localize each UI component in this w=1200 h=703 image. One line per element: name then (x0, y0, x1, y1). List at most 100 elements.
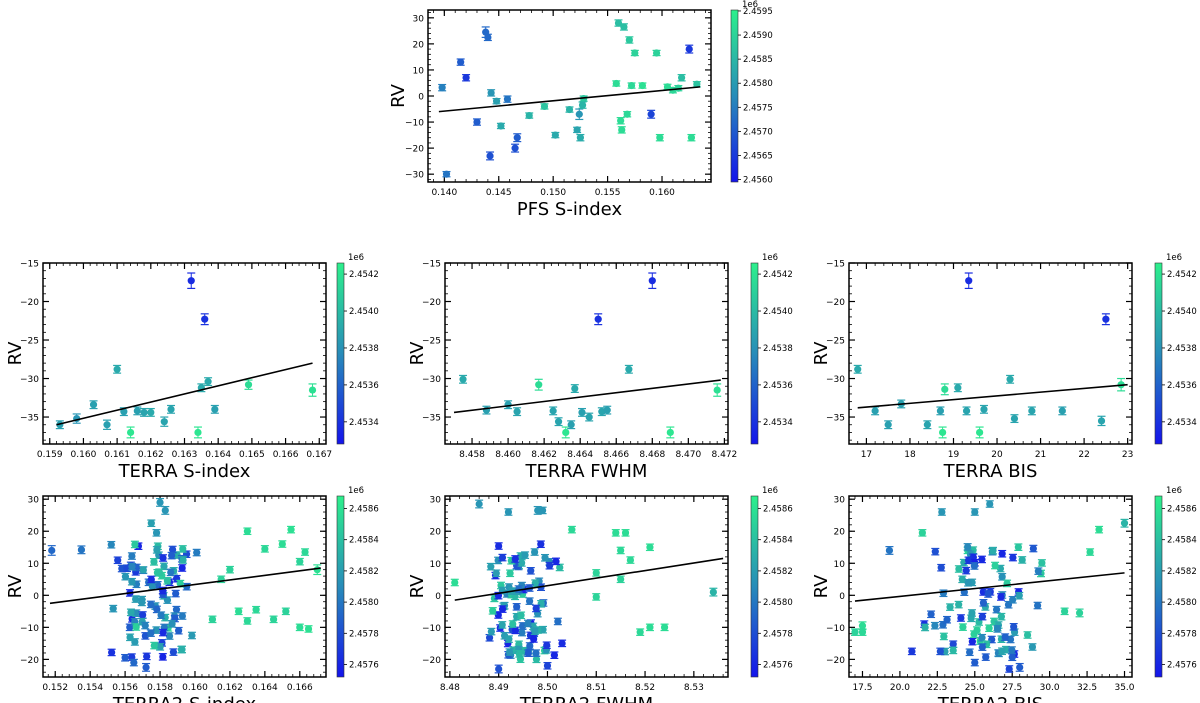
data-point (592, 593, 601, 601)
point-marker (851, 628, 859, 636)
point-marker (1009, 553, 1017, 562)
data-point (504, 635, 513, 643)
colorbar-offset-label: 1e6 (1166, 486, 1182, 496)
data-layer (47, 497, 322, 672)
point-marker (592, 593, 600, 601)
point-marker (296, 558, 304, 566)
data-point (487, 627, 496, 636)
y-tick-label: −10 (422, 624, 441, 634)
x-tick-label: 30.0 (1040, 683, 1060, 693)
data-point (103, 419, 112, 430)
point-marker (132, 595, 140, 603)
data-point (1015, 662, 1024, 672)
data-point (871, 406, 880, 416)
data-point (295, 623, 304, 632)
data-point (936, 406, 945, 416)
fit-line (49, 567, 321, 605)
point-marker (109, 605, 117, 613)
data-point (287, 525, 296, 534)
point-marker (1014, 543, 1022, 551)
colorbar: 2.4576 2.4578 2.4580 2.4582 2.4584 2.4586 1e6 (1154, 486, 1197, 678)
data-point (567, 525, 576, 534)
point-marker (139, 566, 147, 574)
x-tick-label: 0.162 (138, 450, 164, 460)
data-point (512, 603, 521, 611)
colorbar-tick-label: 2.4576 (763, 661, 793, 671)
y-tick-label: −15 (20, 260, 39, 270)
point-marker (962, 407, 971, 415)
colorbar-offset-label: 1e6 (348, 253, 364, 263)
data-point (1018, 556, 1027, 564)
point-marker (991, 561, 999, 570)
data-layer (438, 19, 701, 178)
data-point (142, 652, 151, 661)
point-marker (968, 609, 976, 617)
data-point (475, 499, 484, 509)
data-point (139, 566, 148, 574)
point-marker (178, 612, 186, 620)
chart-pfs-s: 0.140 0.145 0.150 0.155 0.160 −30 −20 −10 0 10 20 3… (388, 0, 773, 220)
data-point (138, 611, 147, 619)
plot-frame (42, 262, 327, 445)
point-marker (936, 407, 945, 415)
data-point (486, 151, 495, 161)
data-layer (453, 272, 722, 439)
data-point (558, 639, 567, 648)
data-point (954, 600, 963, 609)
point-marker (571, 384, 579, 393)
x-tick-label: 35.0 (1114, 683, 1134, 693)
point-marker (612, 79, 620, 88)
data-point (168, 620, 177, 628)
x-tick-label: 8.466 (603, 450, 629, 460)
point-marker (973, 626, 981, 634)
point-marker (937, 564, 945, 572)
point-marker (1001, 633, 1009, 641)
point-marker (949, 640, 957, 648)
point-marker (1028, 643, 1037, 651)
x-tick-label: 0.160 (649, 188, 675, 198)
y-axis-label: RV (407, 574, 428, 599)
x-tick-label: 21 (1035, 450, 1046, 460)
point-marker (970, 562, 979, 570)
data-point (524, 649, 533, 657)
point-marker (943, 616, 951, 624)
fit-line (438, 86, 701, 113)
point-marker (498, 621, 506, 629)
data-point (638, 81, 647, 90)
point-marker (178, 564, 186, 572)
colorbar-tick-label: 2.4565 (743, 152, 773, 162)
data-point (121, 572, 130, 581)
point-marker (693, 80, 701, 88)
data-point (965, 648, 974, 657)
point-marker (594, 315, 602, 323)
colorbar-tick-label: 2.4540 (349, 307, 379, 317)
data-point (623, 110, 632, 118)
x-tick-label: 0.161 (104, 450, 130, 460)
point-marker (462, 74, 470, 82)
point-marker (178, 645, 186, 654)
point-marker (1006, 375, 1014, 383)
data-point (968, 637, 977, 646)
point-marker (521, 551, 529, 559)
x-axis-label: PFS S-index (517, 199, 623, 220)
point-marker (211, 405, 219, 413)
point-marker (949, 646, 957, 655)
data-point (304, 625, 313, 633)
fit-line (453, 379, 721, 414)
point-marker (1023, 631, 1032, 639)
point-marker (1008, 646, 1016, 654)
point-marker (244, 381, 253, 389)
point-marker (142, 663, 150, 671)
point-marker (984, 590, 992, 598)
point-marker (498, 553, 507, 562)
point-marker (908, 647, 916, 655)
data-point (159, 554, 168, 562)
point-marker (511, 144, 519, 152)
data-point (146, 629, 155, 637)
x-tick-label: 8.468 (639, 450, 665, 460)
point-marker (532, 649, 540, 657)
data-point (930, 621, 939, 630)
point-marker (603, 406, 611, 414)
point-marker (201, 315, 209, 323)
